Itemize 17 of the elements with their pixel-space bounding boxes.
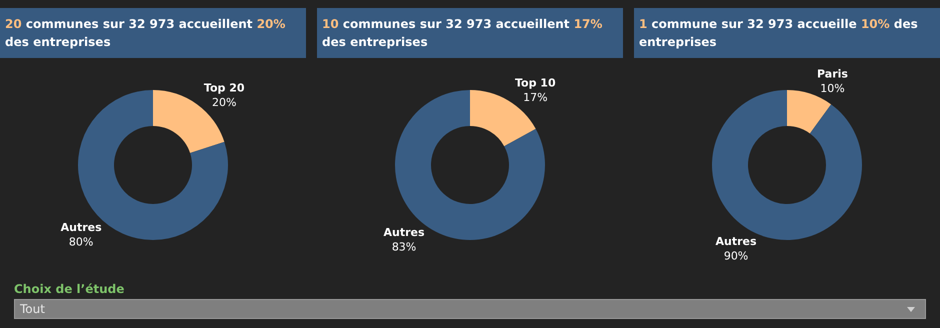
chart-title: 1 commune sur 32 973 accueille 10% des entreprises [639,17,918,49]
data-label: 17% [523,90,548,104]
text: Tout [20,302,45,316]
slice-label: Top 20 [204,82,245,95]
text: Choix de l’étude [14,282,126,298]
chart-title: 10 communes sur 32 973 accueillent 17% des entreprises [322,17,602,49]
slice-label: Autres [60,220,102,234]
data-label: 83% [392,240,416,254]
slice-label: Paris [817,68,848,81]
slice-label: Top 10 [515,76,556,90]
data-label: 20% [212,96,236,110]
data-label: 10% [820,82,845,95]
data-label: 80% [68,235,94,248]
slice-label: Autres [716,235,757,248]
data-label: 90% [724,249,748,262]
slice-label: Autres [384,226,425,240]
chart-title: 20 communes sur 32 973 accueillent 20% des entreprises [5,17,286,49]
